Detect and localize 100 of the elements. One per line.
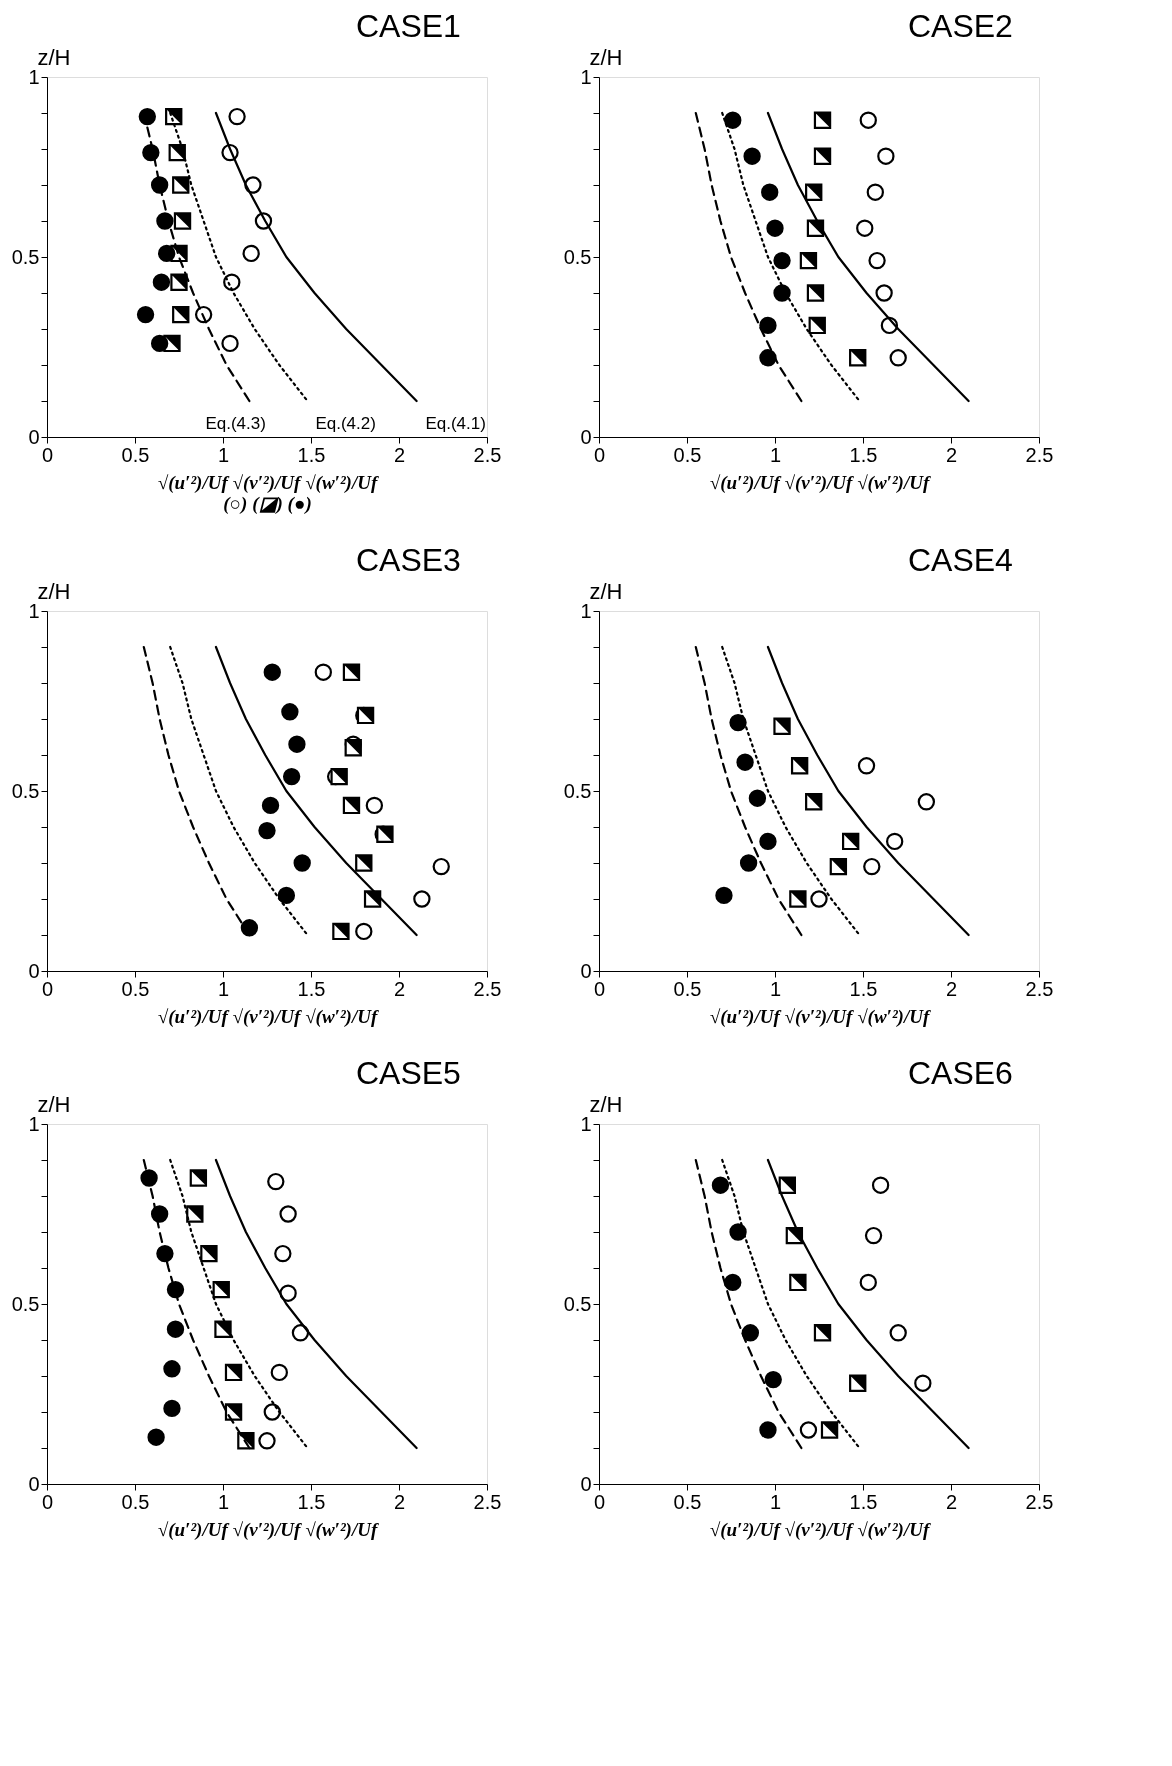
y-axis-title: z/H [589, 1091, 623, 1117]
chart-title: CASE6 [907, 1055, 1013, 1091]
point [886, 832, 904, 851]
chart-title: CASE5 [355, 1055, 461, 1091]
x-tick-label: 0.5 [673, 443, 702, 466]
x-tick-label: 2.5 [473, 443, 502, 466]
point [293, 854, 311, 872]
point [715, 886, 733, 905]
point [263, 663, 281, 681]
x-axis-title: √(u′²)/Uf √(v′²)/Uf √(w′²)/Uf [157, 1518, 379, 1541]
point [150, 1205, 169, 1223]
x-tick-label: 1 [217, 1490, 230, 1513]
point [729, 713, 747, 732]
point [355, 922, 373, 941]
x-tick-label: 1.5 [297, 977, 326, 1000]
x-tick-label: 0.5 [121, 443, 150, 466]
point [163, 1360, 181, 1378]
point [739, 854, 758, 872]
point [810, 890, 828, 908]
point [166, 1320, 185, 1338]
line-series [766, 1158, 970, 1450]
chart-title: CASE3 [355, 542, 461, 578]
x-tick-label: 2.5 [1025, 977, 1054, 1000]
y-tick-label: 0 [28, 959, 40, 982]
y-tick-label: 1 [580, 1112, 592, 1135]
x-tick-label: 0.5 [121, 1490, 150, 1513]
y-tick-label: 0 [580, 1472, 592, 1495]
point [263, 1403, 281, 1421]
point [281, 703, 299, 721]
point [258, 821, 276, 840]
point [279, 1205, 297, 1223]
point [759, 832, 777, 851]
line-series [214, 645, 418, 937]
point [741, 1324, 760, 1342]
point [743, 147, 761, 165]
x-axis-title: √(u′²)/Uf √(v′²)/Uf √(w′²)/Uf [709, 1005, 931, 1028]
x-tick-label: 0.5 [673, 1490, 702, 1513]
y-tick-label: 1 [580, 65, 592, 88]
y-axis-title: z/H [37, 44, 71, 70]
x-tick-label: 1.5 [849, 443, 878, 466]
line-series [214, 111, 418, 403]
x-tick-label: 1 [769, 443, 782, 466]
point [152, 273, 171, 291]
annotation: Eq.(4.3) [205, 414, 266, 433]
line-series [721, 111, 861, 403]
point [147, 1428, 165, 1446]
x-tick-label: 2 [945, 443, 958, 466]
point [759, 349, 777, 367]
y-tick-label: 0 [28, 425, 40, 448]
x-tick-label: 2 [393, 443, 406, 466]
chart-title: CASE1 [355, 8, 461, 44]
point [859, 111, 877, 129]
point [766, 219, 784, 237]
x-tick-label: 1.5 [849, 1490, 878, 1513]
point [432, 857, 450, 876]
x-tick-label: 1.5 [297, 443, 326, 466]
line-series [694, 1158, 803, 1450]
point [729, 1223, 747, 1241]
y-axis-title: z/H [37, 1091, 71, 1117]
y-tick-label: 1 [28, 1112, 40, 1135]
x-tick-label: 0.5 [121, 977, 150, 1000]
point [221, 334, 239, 353]
point [856, 219, 874, 237]
y-axis-title: z/H [589, 578, 623, 604]
x-tick-label: 1 [217, 443, 230, 466]
x-tick-label: 1.5 [849, 977, 878, 1000]
x-tick-label: 2 [393, 977, 406, 1000]
y-tick-label: 0.5 [11, 1292, 40, 1315]
y-tick-label: 0.5 [563, 779, 592, 802]
y-axis-title: z/H [589, 44, 623, 70]
line-series [721, 645, 861, 937]
y-axis-title: z/H [37, 578, 71, 604]
chart-title: CASE2 [907, 8, 1013, 44]
point [917, 793, 936, 811]
y-tick-label: 0 [28, 1472, 40, 1495]
x-tick-label: 2 [945, 977, 958, 1000]
x-tick-label: 1 [217, 977, 230, 1000]
point [413, 890, 431, 908]
point [724, 1273, 742, 1292]
point [288, 735, 306, 753]
point [748, 789, 767, 807]
x-axis-title: √(u′²)/Uf √(v′²)/Uf √(w′²)/Uf [157, 1005, 379, 1028]
point [857, 757, 876, 775]
y-tick-label: 1 [28, 65, 40, 88]
line-series [169, 645, 309, 937]
x-tick-label: 2.5 [473, 977, 502, 1000]
x-axis-title: √(u′²)/Uf √(v′²)/Uf √(w′²)/Uf [709, 1518, 931, 1541]
point [773, 251, 791, 270]
point [866, 183, 884, 201]
point [773, 284, 791, 302]
x-tick-label: 2.5 [473, 1490, 502, 1513]
point [868, 251, 886, 270]
x-axis-title: √(u′²)/Uf √(v′²)/Uf √(w′²)/Uf (○) (◪) (●) [157, 471, 379, 515]
x-tick-label: 2.5 [1025, 1490, 1054, 1513]
y-tick-label: 0.5 [11, 779, 40, 802]
point [270, 1363, 288, 1382]
point [267, 1172, 285, 1191]
line-series [694, 645, 803, 937]
point [889, 1324, 907, 1342]
y-tick-label: 1 [28, 599, 40, 622]
